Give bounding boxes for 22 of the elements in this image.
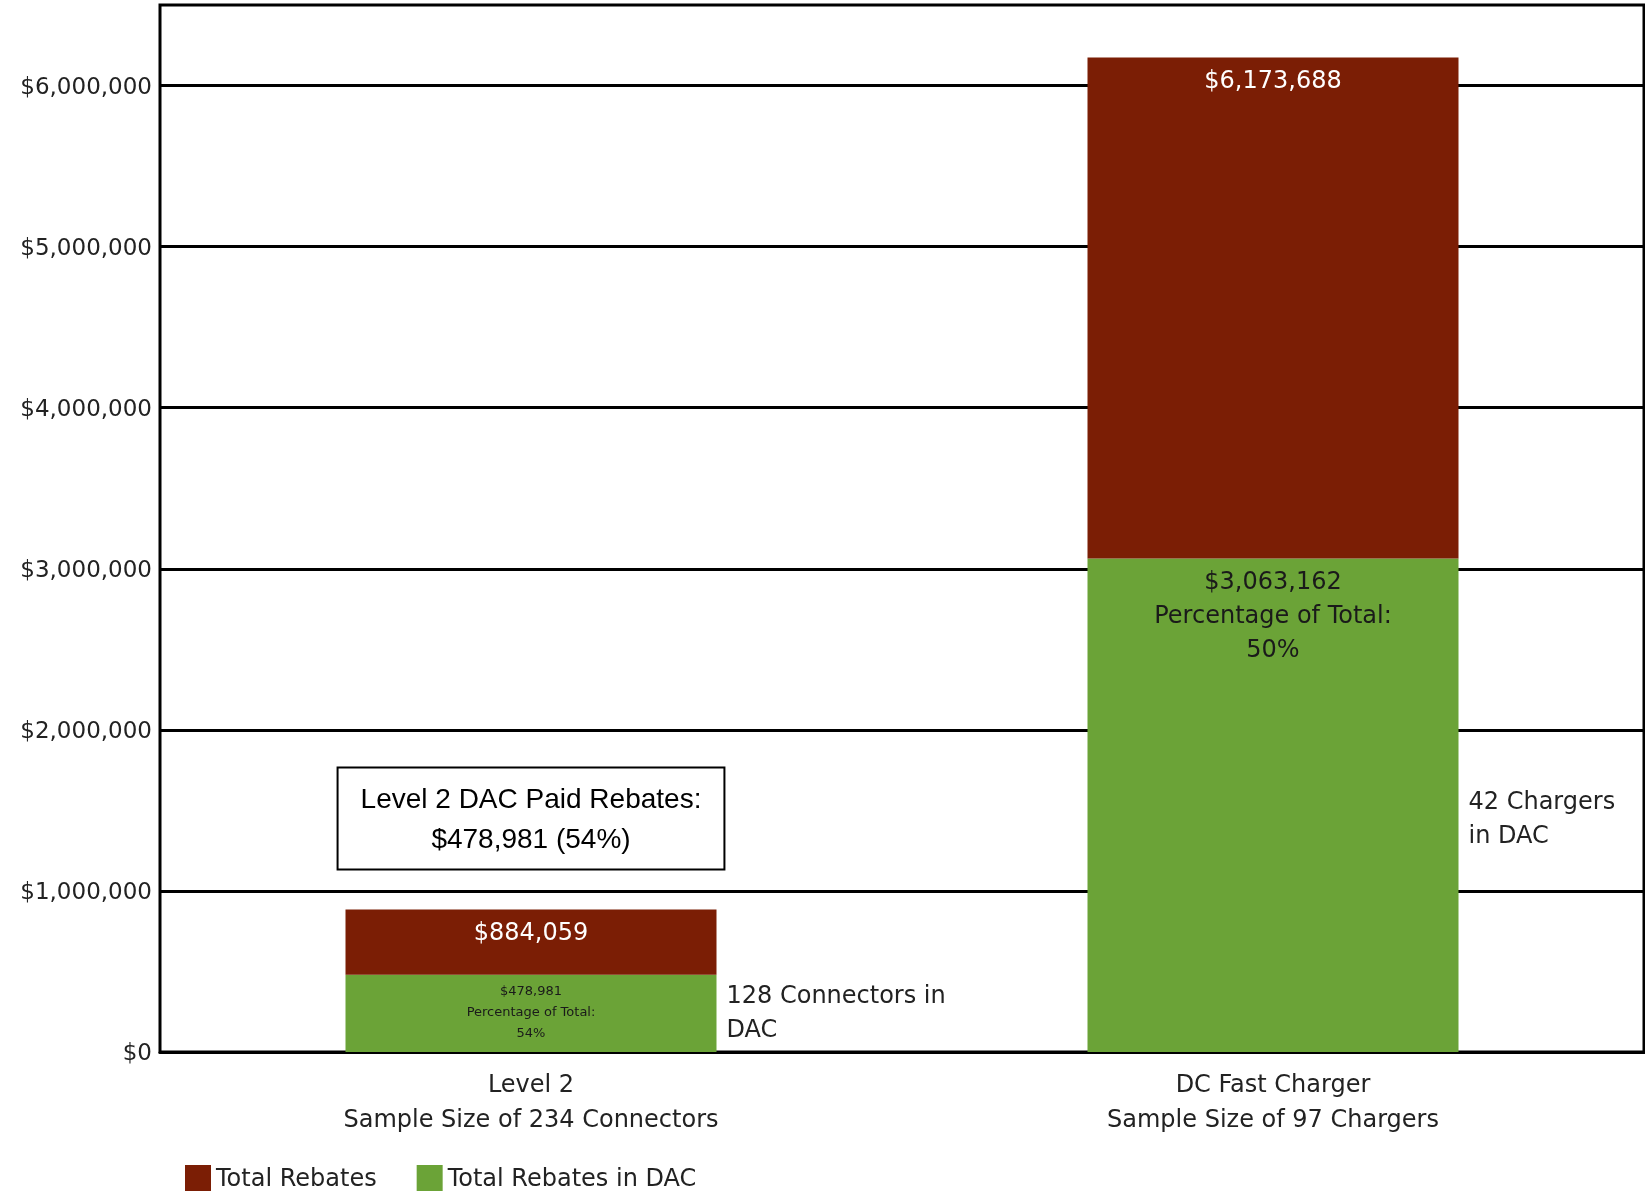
bar — [1087, 558, 1459, 1052]
data-label: $3,063,162 Percentage of Total: 50% — [1154, 566, 1392, 663]
annotation: 128 Connectors in DAC — [726, 980, 946, 1043]
x-tick-label: DC Fast Charger Sample Size of 97 Chargers — [1107, 1069, 1439, 1133]
bar — [1087, 57, 1459, 559]
data-label: $478,981 Percentage of Total: 54% — [466, 982, 596, 1040]
legend-label: Total Rebates — [215, 1164, 377, 1192]
total-label: $884,059 — [473, 917, 589, 946]
y-tick-label: $6,000,000 — [20, 72, 152, 99]
bar — [345, 909, 717, 975]
y-tick-label: $4,000,000 — [20, 394, 152, 421]
y-tick-label: $5,000,000 — [20, 233, 152, 260]
legend-label: Total Rebates in DAC — [446, 1164, 697, 1192]
total-label: $6,173,688 — [1204, 65, 1342, 94]
annotation: Level 2 DAC Paid Rebates: $478,981 (54%) — [360, 782, 702, 854]
y-tick-label: $2,000,000 — [20, 716, 152, 743]
y-tick-label: $3,000,000 — [20, 555, 152, 582]
x-tick-label: Level 2 Sample Size of 234 Connectors — [343, 1069, 719, 1133]
y-tick-label: $0 — [122, 1039, 152, 1065]
annotation: 42 Chargers in DAC — [1468, 787, 1616, 850]
y-tick-label: $1,000,000 — [20, 877, 152, 904]
bar — [345, 974, 717, 1052]
